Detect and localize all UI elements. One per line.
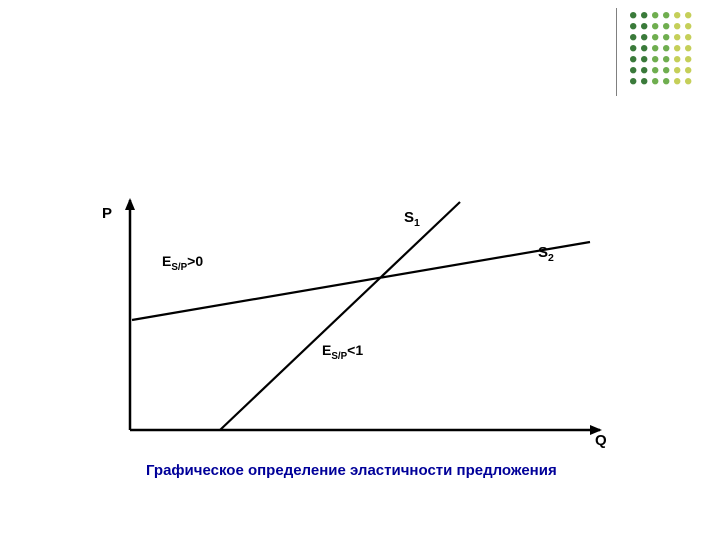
stage: { "canvas": { "width": 720, "height": 54… [0,0,720,540]
decor-vertical-line [616,8,617,96]
chart-caption: Графическое определение эластичности пре… [146,462,557,479]
annotation-e-lt1: ES/P<1 [322,342,363,362]
curve-label-s1: S1 [404,209,420,229]
annotation-e-gt0: ES/P>0 [162,253,203,273]
curve-label-s2: S2 [538,244,554,264]
decor-dot-grid [628,10,693,86]
axis-label-q: Q [595,432,607,449]
axis-label-p: P [102,205,112,222]
supply-elasticity-chart [100,190,620,455]
